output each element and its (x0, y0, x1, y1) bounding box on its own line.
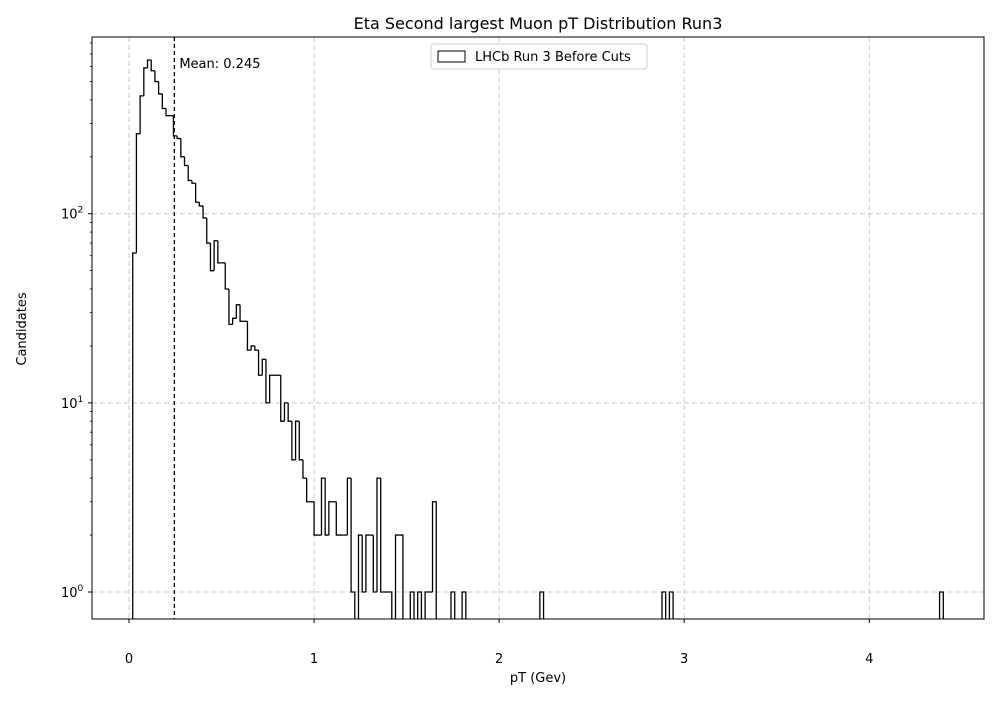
histogram-bin (424, 591, 429, 619)
plot-frame (91, 36, 985, 620)
histogram-bin (213, 240, 218, 271)
histogram-bin (187, 165, 192, 182)
histogram-bin (269, 374, 274, 403)
histogram-bin (380, 478, 385, 593)
histogram-bin (320, 477, 326, 536)
histogram-bin (328, 501, 333, 536)
histogram-bin (361, 535, 366, 593)
histogram-bin (231, 317, 237, 325)
grid-layer (92, 37, 984, 619)
histogram-bin (461, 591, 467, 619)
y-tick-label: 101 (61, 395, 83, 412)
histogram-bin (191, 180, 196, 184)
histogram-bin (209, 243, 215, 272)
histogram-bin (183, 156, 189, 167)
legend-label: LHCb Run 3 Before Cuts (475, 50, 631, 65)
histogram-bin (357, 534, 363, 619)
x-axis-label: pT (Gev) (510, 671, 566, 686)
histogram-bin (346, 477, 352, 536)
histogram-bars (132, 59, 944, 619)
histogram-bin (417, 591, 423, 619)
y-axis-label: Candidates (15, 292, 30, 365)
histogram-bin (283, 402, 289, 422)
histogram-bin (157, 81, 163, 95)
histogram-bin (287, 402, 292, 422)
histogram-bin (250, 345, 255, 351)
histogram-bin (298, 421, 303, 461)
histogram-bin (254, 345, 259, 351)
histogram-bin (172, 115, 178, 137)
histogram-bin (154, 70, 159, 83)
histogram-bin (313, 501, 318, 536)
histogram-bin (938, 591, 944, 619)
histogram-bin (176, 135, 181, 140)
mean-label: Mean: 0.245 (179, 57, 260, 72)
y-tick-label: 100 (61, 584, 84, 601)
y-tick-label: 102 (61, 206, 83, 223)
histogram-bin (132, 252, 137, 619)
histogram-bin (265, 359, 270, 404)
x-tick-label: 0 (125, 652, 133, 667)
histogram-bin (194, 183, 200, 203)
legend-box (430, 43, 648, 70)
histogram-bin (376, 477, 381, 593)
x-tick-label: 2 (495, 652, 503, 667)
histogram-bin (146, 59, 152, 68)
histogram-bin (246, 321, 252, 351)
histogram-bin (394, 534, 400, 619)
histogram-bin (431, 501, 437, 619)
histogram-bin (661, 591, 667, 619)
histogram-bin (198, 202, 204, 207)
x-tick-label: 4 (865, 652, 873, 667)
histogram-bin (261, 358, 266, 376)
histogram-bin (294, 420, 300, 460)
histogram-bin (165, 108, 170, 117)
histogram-bin (224, 262, 229, 290)
histogram-bin (388, 591, 393, 619)
histogram-bin (350, 478, 356, 619)
histogram-bin (335, 501, 340, 536)
legend: LHCb Run 3 Before Cuts (430, 43, 648, 70)
histogram-bin (139, 95, 144, 134)
histogram-bin (143, 67, 148, 96)
histogram-bin (409, 591, 415, 619)
histogram-bin (239, 304, 244, 322)
histogram-bin (306, 478, 311, 503)
histogram-bin (257, 350, 263, 376)
chart-title: Eta Second largest Muon pT Distribution … (354, 14, 723, 33)
histogram-bin (372, 535, 377, 593)
mean-layer: Mean: 0.245 (173, 37, 261, 619)
x-tick-label: 3 (680, 652, 688, 667)
x-tick-label: 1 (310, 652, 318, 667)
histogram-bin (324, 478, 329, 536)
histogram-bin (450, 591, 456, 619)
histogram-bin (280, 375, 285, 422)
histogram-bin (135, 133, 141, 254)
histogram-bin (228, 289, 233, 326)
histogram-bin (539, 591, 545, 619)
histogram-bin (291, 421, 296, 461)
histogram-bin (217, 240, 222, 264)
histogram-bin (206, 217, 211, 244)
histogram-bin (302, 459, 307, 479)
histogram-bin (150, 59, 155, 72)
histogram-bin (161, 93, 167, 110)
histogram-bin (365, 534, 370, 593)
legend-swatch (437, 50, 466, 63)
histogram-bin (235, 304, 241, 319)
histogram-bin (202, 205, 207, 219)
histogram-bin (399, 534, 404, 619)
histogram-bin (668, 591, 674, 619)
histogram-bin (180, 138, 185, 158)
ticks-layer: 0 1 2 3 4 100 101 102 (61, 42, 873, 667)
